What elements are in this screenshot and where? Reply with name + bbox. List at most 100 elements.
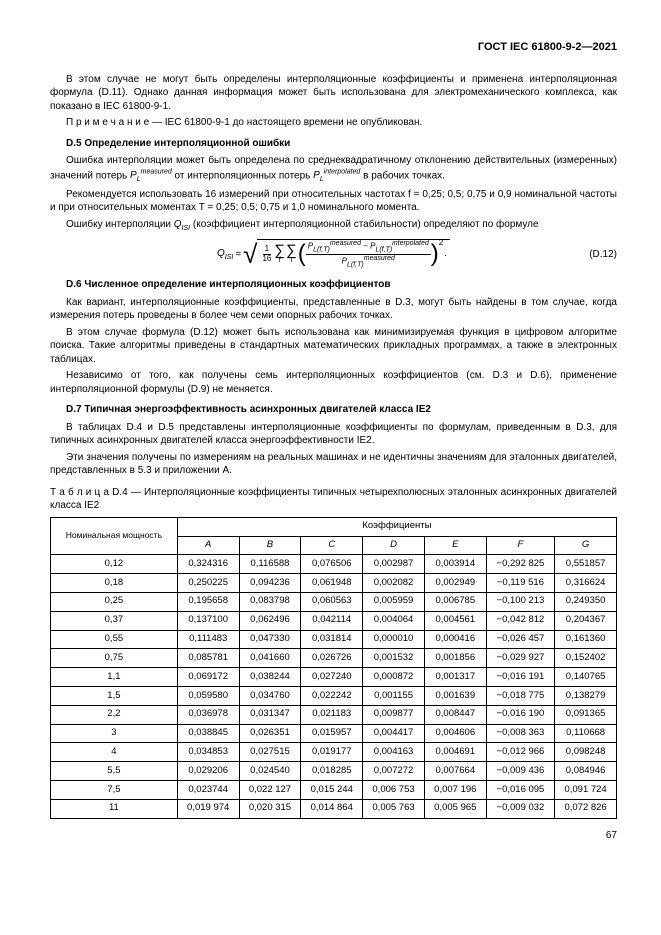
table-cell: 0,140765 xyxy=(555,668,617,687)
table-col-header: F xyxy=(486,536,554,555)
table-cell: 0,098248 xyxy=(555,743,617,762)
table-col-header: G xyxy=(555,536,617,555)
table-cell: −0,018 775 xyxy=(486,687,554,706)
table-cell: 5,5 xyxy=(51,762,178,781)
table-cell: 0,029206 xyxy=(177,762,239,781)
table-cell: −0,042 812 xyxy=(486,611,554,630)
d5-p1: Ошибка интерполяции может быть определен… xyxy=(50,154,617,184)
table-cell: 0,12 xyxy=(51,555,178,574)
table-cell: −0,016 190 xyxy=(486,705,554,724)
table-row: 0,750,0857810,0416600,0267260,0015320,00… xyxy=(51,649,617,668)
table-cell: 0,031814 xyxy=(301,630,363,649)
table-cell: −0,292 825 xyxy=(486,555,554,574)
d6-p3: Независимо от того, как получены семь ин… xyxy=(50,369,617,396)
table-cell: 0,026351 xyxy=(239,724,301,743)
table-cell: −0,100 213 xyxy=(486,592,554,611)
table-cell: 0,001317 xyxy=(424,668,486,687)
table-row: 1,50,0595800,0347600,0222420,0011550,001… xyxy=(51,687,617,706)
table-cell: 0,000872 xyxy=(363,668,425,687)
table-cell: 0,007272 xyxy=(363,762,425,781)
table-cell: 0,018285 xyxy=(301,762,363,781)
frac-1-16: 1 16 xyxy=(260,245,273,263)
table-cell: 0,047330 xyxy=(239,630,301,649)
table-cell: 0,019 974 xyxy=(177,799,239,818)
table-cell: 0,024540 xyxy=(239,762,301,781)
table-cell: 0,091365 xyxy=(555,705,617,724)
table-cell: 0,204367 xyxy=(555,611,617,630)
table-cell: −0,008 363 xyxy=(486,724,554,743)
d5-p3: Ошибку интерполяции QISI (коэффициент ин… xyxy=(50,218,617,233)
note-text: — IEC 61800-9-1 до настоящего времени не… xyxy=(149,117,422,128)
table-body: 0,120,3243160,1165880,0765060,0029870,00… xyxy=(51,555,617,818)
table-cell: 0,551857 xyxy=(555,555,617,574)
table-row: 110,019 9740,020 3150,014 8640,005 7630,… xyxy=(51,799,617,818)
table-cell: 0,000416 xyxy=(424,630,486,649)
table-cell: 0,001532 xyxy=(363,649,425,668)
d5-p2: Рекомендуется использовать 16 измерений … xyxy=(50,188,617,215)
table-cell: 0,007664 xyxy=(424,762,486,781)
table-cell: 0,060563 xyxy=(301,592,363,611)
table-cell: 0,009877 xyxy=(363,705,425,724)
table-cell: 0,085781 xyxy=(177,649,239,668)
table-cell: 3 xyxy=(51,724,178,743)
formula-lhs: QISI xyxy=(217,247,233,262)
table-row: 40,0348530,0275150,0191770,0041630,00469… xyxy=(51,743,617,762)
d6-p2: В этом случае формула (D.12) может быть … xyxy=(50,326,617,367)
table-cell: −0,016 095 xyxy=(486,781,554,800)
heading-d5: D.5 Определение интерполяционной ошибки xyxy=(50,137,617,151)
note-line: П р и м е ч а н и е — IEC 61800-9-1 до н… xyxy=(50,116,617,130)
table-cell: 1,1 xyxy=(51,668,178,687)
table-caption-rest: D.4 — Интерполяционные коэффициенты типи… xyxy=(50,487,617,512)
table-cell: 0,002949 xyxy=(424,574,486,593)
heading-d6: D.6 Численное определение интерполяционн… xyxy=(50,278,617,292)
table-cell: 0,004561 xyxy=(424,611,486,630)
table-cell: 0,25 xyxy=(51,592,178,611)
var-qisi: QISI xyxy=(174,219,190,230)
table-cell: 0,021183 xyxy=(301,705,363,724)
table-row: 0,370,1371000,0624960,0421140,0040640,00… xyxy=(51,611,617,630)
table-cell: 0,019177 xyxy=(301,743,363,762)
table-cell: 0,250225 xyxy=(177,574,239,593)
table-cell: 0,137100 xyxy=(177,611,239,630)
table-cell: 0,007 196 xyxy=(424,781,486,800)
table-cell: 0,022242 xyxy=(301,687,363,706)
sqrt-under: 1 16 ∑f ∑T ( PL(f,T)measured − PL(f,T)in… xyxy=(257,239,450,270)
table-cell: 0,75 xyxy=(51,649,178,668)
table-cell: 0,111483 xyxy=(177,630,239,649)
sum-t: ∑T xyxy=(286,244,297,264)
table-cell: −0,009 032 xyxy=(486,799,554,818)
var-p-measured: PLmeasured xyxy=(130,170,172,181)
table-cell: 0,000010 xyxy=(363,630,425,649)
table-cell: −0,012 966 xyxy=(486,743,554,762)
var-p-interpolated: PLinterpolated xyxy=(313,170,360,181)
table-cell: 4 xyxy=(51,743,178,762)
table-cell: 0,076506 xyxy=(301,555,363,574)
table-cell: 0,014 864 xyxy=(301,799,363,818)
page-number: 67 xyxy=(50,829,617,843)
table-cell: 0,152402 xyxy=(555,649,617,668)
table-cell: −0,009 436 xyxy=(486,762,554,781)
table-cell: 0,020 315 xyxy=(239,799,301,818)
table-cell: 0,002987 xyxy=(363,555,425,574)
table-cell: 0,001856 xyxy=(424,649,486,668)
formula-eq: = xyxy=(235,248,241,262)
table-cell: 0,084946 xyxy=(555,762,617,781)
table-cell: 7,5 xyxy=(51,781,178,800)
table-cell: 0,094236 xyxy=(239,574,301,593)
d5-p1c: в рабочих точках. xyxy=(360,170,445,181)
table-cell: 0,004064 xyxy=(363,611,425,630)
table-cell: −0,029 927 xyxy=(486,649,554,668)
table-cell: 0,003914 xyxy=(424,555,486,574)
table-row: 2,20,0369780,0313470,0211830,0098770,008… xyxy=(51,705,617,724)
table-cell: 1,5 xyxy=(51,687,178,706)
d7-p1: В таблицах D.4 и D.5 представлены интерп… xyxy=(50,421,617,448)
table-cell: 0,18 xyxy=(51,574,178,593)
table-cell: 0,038845 xyxy=(177,724,239,743)
heading-d7: D.7 Типичная энергоэффективность асинхро… xyxy=(50,403,617,417)
sqrt-block: √ 1 16 ∑f ∑T ( PL(f,T)measured − PL(f,T)… xyxy=(243,239,450,270)
table-cell: 0,059580 xyxy=(177,687,239,706)
sum-f: ∑f xyxy=(274,244,285,264)
table-cell: 0,004163 xyxy=(363,743,425,762)
table-cell: 0,091 724 xyxy=(555,781,617,800)
formula-d12: QISI = √ 1 16 ∑f ∑T ( PL(f,T)measured − xyxy=(50,239,617,270)
